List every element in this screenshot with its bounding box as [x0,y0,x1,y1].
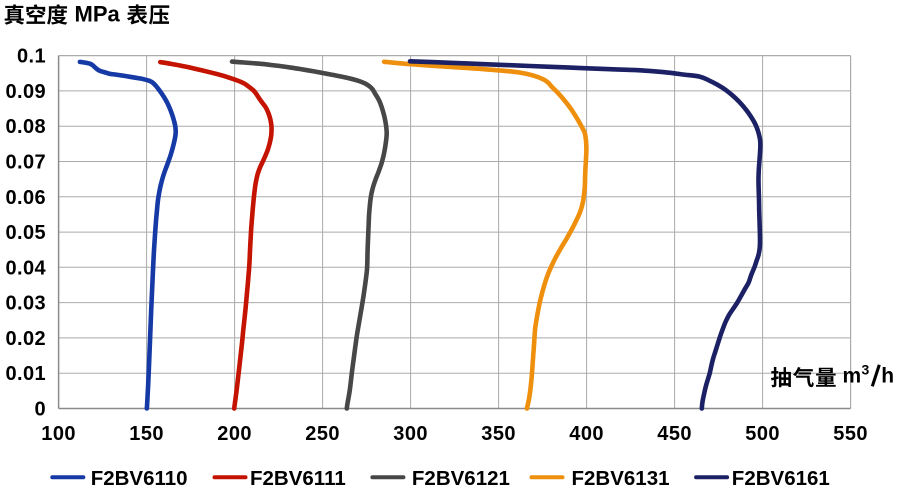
svg-text:h: h [881,364,894,387]
svg-text:450: 450 [657,423,692,445]
svg-text:0.02: 0.02 [5,328,46,350]
svg-text:0.06: 0.06 [5,187,46,209]
svg-text:200: 200 [217,423,252,445]
svg-text:250: 250 [305,423,340,445]
svg-text:350: 350 [481,423,516,445]
svg-text:F2BV6131: F2BV6131 [572,467,670,490]
svg-text:0.01: 0.01 [5,363,46,385]
svg-text:400: 400 [569,423,604,445]
svg-text:0.1: 0.1 [17,46,46,68]
svg-text:0.03: 0.03 [5,293,46,315]
svg-text:0.05: 0.05 [5,222,46,244]
svg-text:MPa: MPa [75,1,121,26]
svg-text:F2BV6110: F2BV6110 [91,467,188,490]
svg-text:0.07: 0.07 [5,152,46,174]
svg-text:0: 0 [34,399,46,421]
svg-text:500: 500 [745,423,780,445]
svg-text:F2BV6111: F2BV6111 [250,467,346,490]
svg-text:3: 3 [862,362,870,378]
svg-text:m: m [843,364,862,387]
svg-text:0.08: 0.08 [5,116,46,138]
svg-text:F2BV6121: F2BV6121 [412,467,510,490]
svg-text:0.09: 0.09 [5,81,46,103]
svg-text:300: 300 [393,423,428,445]
svg-text:550: 550 [833,423,868,445]
svg-text:100: 100 [41,423,76,445]
svg-text:F2BV6161: F2BV6161 [732,467,830,490]
svg-text:150: 150 [129,423,164,445]
svg-text:0.04: 0.04 [5,257,46,279]
